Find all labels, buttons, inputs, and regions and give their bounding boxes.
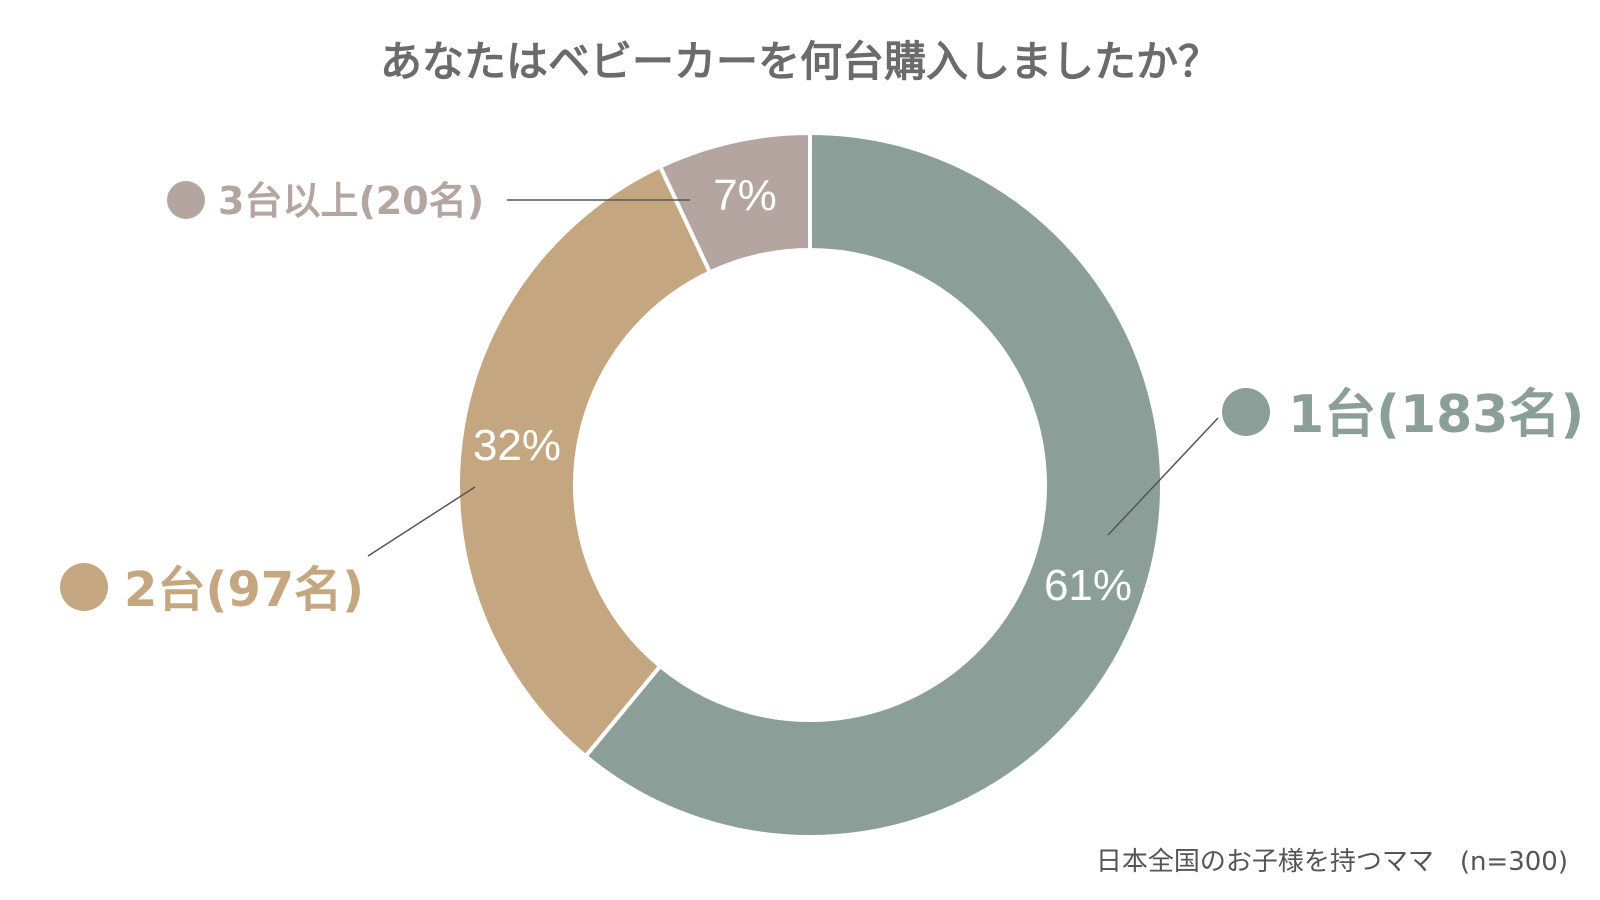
leader-line-1 [1107, 417, 1219, 536]
donut-slices [456, 130, 1164, 839]
slice-value-label-3: 7% [713, 171, 777, 220]
legend-dot-2 [60, 563, 108, 611]
legend-dot-1 [1222, 388, 1270, 436]
footnote: 日本全国のお子様を持つママ (n=300) [1096, 847, 1568, 877]
donut-slice-2 [456, 163, 713, 760]
chart-title: あなたはベビーカーを何台購入しましたか？ [380, 37, 1220, 86]
leader-line-2 [367, 486, 476, 557]
slice-value-label-1: 61% [1044, 561, 1132, 610]
legend-dot-3 [167, 181, 205, 219]
legend-label-3: 3台以上(20名) [218, 179, 484, 223]
slice-value-label-2: 32% [473, 421, 561, 470]
donut-slice-1 [582, 130, 1164, 839]
donut-slice-3 [657, 130, 812, 276]
leader-lines [367, 199, 1219, 557]
legend-label-2: 2台(97名) [124, 562, 364, 618]
legend-label-1: 1台(183名) [1288, 385, 1584, 445]
